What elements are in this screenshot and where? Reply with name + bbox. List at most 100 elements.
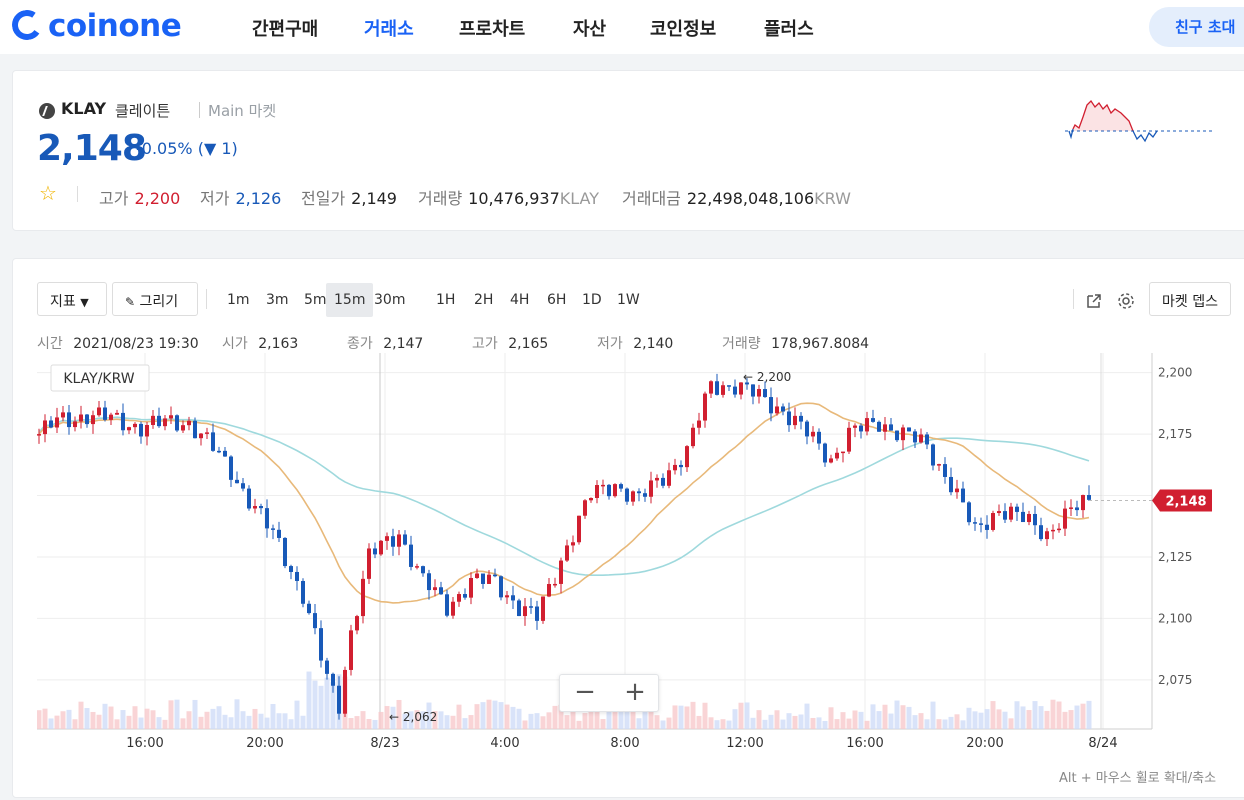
candle-body [463, 594, 467, 598]
volume-bar [768, 714, 774, 729]
x-tick-label: 8/24 [1088, 736, 1117, 751]
volume-bar [90, 711, 96, 729]
volume-bar [330, 682, 336, 729]
volume-bar [48, 718, 54, 729]
nav-item-0[interactable]: 간편구매 [252, 19, 319, 40]
candle-body [907, 427, 911, 432]
volume-bar [714, 720, 720, 729]
candle-body [601, 484, 605, 487]
candle-body [871, 418, 875, 422]
volume-bar [972, 711, 978, 729]
timeframe-6H[interactable]: 6H [547, 292, 567, 308]
candle-body [499, 576, 503, 598]
candle-body [667, 470, 671, 486]
zoom-in-button[interactable]: + [624, 677, 646, 707]
candle-body [181, 425, 185, 431]
timeframe-1H[interactable]: 1H [436, 292, 456, 308]
candle-body [1021, 511, 1025, 523]
volume-bar [504, 704, 510, 729]
nav-item-2[interactable]: 프로차트 [459, 19, 526, 40]
timeframe-4H[interactable]: 4H [510, 292, 530, 308]
klay-coin-icon [39, 103, 55, 119]
volume-bar [780, 719, 786, 729]
timeframe-2H[interactable]: 2H [474, 292, 494, 308]
pair-label: KLAY/KRW [63, 371, 134, 387]
volume-bar [1056, 701, 1062, 729]
volume-bar [876, 711, 882, 729]
candle-body [793, 415, 797, 426]
nav-item-1[interactable]: 거래소 [364, 19, 414, 40]
timeframe-1W[interactable]: 1W [617, 292, 640, 308]
stat-amount-value: 22,498,048,106 [686, 189, 815, 208]
draw-button[interactable]: ✎ 그리기 [112, 282, 198, 316]
volume-bar [492, 700, 498, 729]
candle-body [175, 415, 179, 431]
candle-body [433, 587, 437, 591]
candle-body [343, 669, 347, 714]
volume-bar [702, 702, 708, 729]
candlestick-chart[interactable]: 2,2002,1752,1502,1252,1002,07516:0020:00… [36, 353, 1237, 757]
market-label: Main 마켓 [199, 100, 276, 121]
candle-body [733, 386, 737, 395]
volume-bar [570, 699, 576, 729]
indicator-dropdown[interactable]: 지표 ▼ [37, 282, 107, 316]
candle-body [943, 464, 947, 477]
candle-body [421, 566, 425, 574]
x-tick-label: 4:00 [490, 736, 519, 751]
volume-bar [678, 705, 684, 729]
candle-body [1069, 507, 1073, 509]
external-link-icon[interactable] [1085, 292, 1103, 310]
volume-bar [108, 706, 114, 729]
chart-svg[interactable]: 2,2002,1752,1502,1252,1002,07516:0020:00… [36, 353, 1237, 753]
volume-bar [414, 710, 420, 729]
candle-body [397, 534, 401, 547]
volume-bar [648, 701, 654, 729]
candle-body [301, 580, 305, 604]
min-price-label: ← 2,062 [389, 710, 437, 724]
volume-bar [528, 713, 534, 729]
volume-bar [324, 677, 330, 729]
volume-bar [828, 707, 834, 729]
nav-item-5[interactable]: 플러스 [764, 19, 814, 40]
candle-body [427, 573, 431, 591]
candle-body [205, 432, 209, 434]
volume-bar [348, 718, 354, 729]
candle-body [217, 450, 221, 453]
volume-bar [246, 715, 252, 729]
timeframe-30m[interactable]: 30m [374, 292, 406, 308]
volume-bar [120, 710, 126, 729]
nav-item-3[interactable]: 자산 [573, 19, 607, 40]
volume-bar [564, 715, 570, 729]
candle-body [1087, 495, 1091, 500]
favorite-star-icon[interactable]: ☆ [39, 181, 57, 205]
candle-body [415, 566, 419, 568]
timeframe-5m[interactable]: 5m [304, 292, 327, 308]
candle-body [637, 491, 641, 494]
volume-bar [408, 711, 414, 729]
candle-body [325, 660, 329, 674]
timeframe-1m[interactable]: 1m [227, 292, 250, 308]
coinone-logo[interactable]: coinone [9, 7, 182, 44]
candle-body [925, 434, 929, 445]
market-depth-button[interactable]: 마켓 뎁스 [1149, 282, 1231, 316]
invite-friend-button[interactable]: 친구 초대 [1149, 7, 1244, 47]
mini-price-sparkline [1065, 99, 1215, 143]
settings-gear-icon[interactable] [1117, 292, 1135, 310]
volume-bar [888, 713, 894, 729]
candle-body [853, 425, 857, 428]
timeframe-3m[interactable]: 3m [266, 292, 289, 308]
zoom-out-button[interactable]: − [574, 677, 596, 707]
volume-bar [300, 715, 306, 729]
volume-bar [846, 718, 852, 729]
candle-body [991, 513, 995, 530]
candle-body [487, 574, 491, 584]
candle-body [757, 389, 761, 397]
timeframe-1D[interactable]: 1D [582, 292, 602, 308]
timeframe-15m[interactable]: 15m [326, 283, 374, 317]
candle-body [367, 548, 371, 579]
volume-bar [390, 706, 396, 729]
nav-item-4[interactable]: 코인정보 [650, 19, 717, 40]
candle-body [985, 524, 989, 530]
volume-bar [420, 711, 426, 729]
ohlc-low: 저가 2,140 [597, 336, 674, 352]
